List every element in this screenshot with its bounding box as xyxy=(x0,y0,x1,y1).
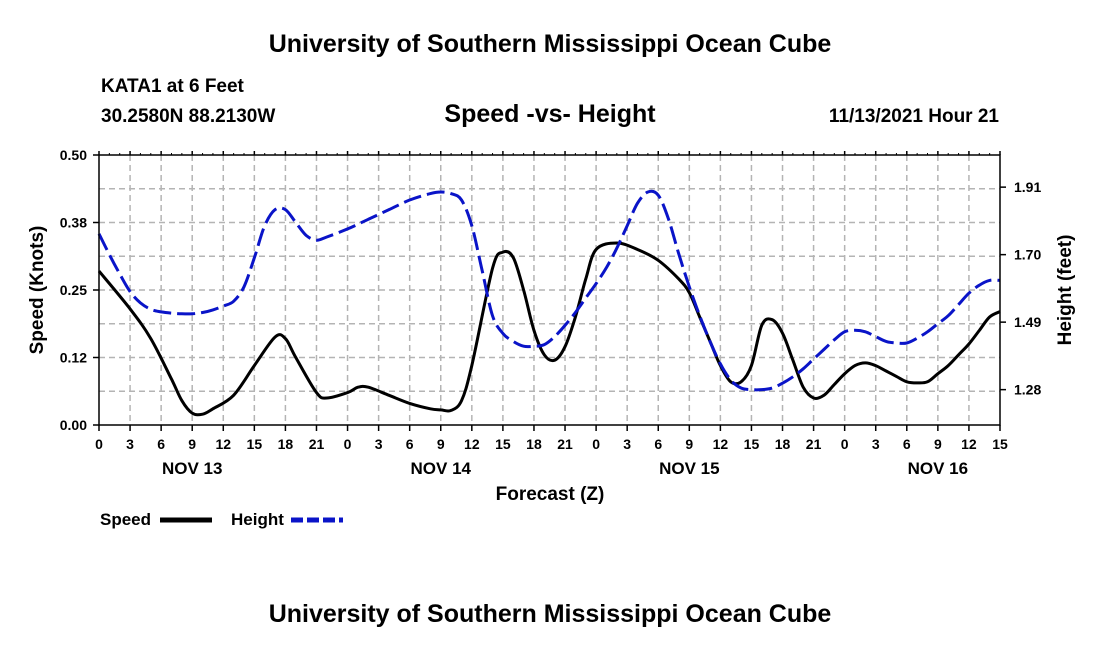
day-label: NOV 15 xyxy=(659,459,719,478)
station-coordinates: 30.2580N 88.2130W xyxy=(101,106,276,127)
x-tick-label: 15 xyxy=(495,436,511,452)
day-label: NOV 13 xyxy=(162,459,222,478)
y-tick-label: 0.12 xyxy=(60,350,87,366)
x-tick-label: 3 xyxy=(623,436,631,452)
speed-series-line xyxy=(97,241,1001,417)
chart-title: Speed -vs- Height xyxy=(444,100,656,128)
x-tick-label: 0 xyxy=(95,436,103,452)
y-tick-label: 0.00 xyxy=(60,417,87,433)
y2-tick-label: 1.91 xyxy=(1014,179,1041,195)
page-title: University of Southern Mississippi Ocean… xyxy=(268,30,832,58)
y-axis-label: Speed (Knots) xyxy=(27,226,48,355)
y-tick-label: 0.38 xyxy=(60,215,87,231)
x-tick-label: 12 xyxy=(464,436,480,452)
y2-tick-label: 1.28 xyxy=(1014,382,1041,398)
legend-speed-label: Speed xyxy=(100,510,152,529)
x-tick-label: 0 xyxy=(841,436,849,452)
x-tick-label: 6 xyxy=(406,436,414,452)
legend-height-label: Height xyxy=(231,510,284,529)
x-tick-label: 3 xyxy=(872,436,880,452)
footer-title: University of Southern Mississippi Ocean… xyxy=(268,600,832,628)
x-tick-label: 9 xyxy=(437,436,445,452)
x-tick-label: 3 xyxy=(375,436,383,452)
x-tick-label: 6 xyxy=(654,436,662,452)
grid xyxy=(99,155,1000,425)
x-tick-label: 12 xyxy=(215,436,231,452)
forecast-datetime: 11/13/2021 Hour 21 xyxy=(828,106,999,127)
day-label: NOV 14 xyxy=(411,459,472,478)
x-tick-label: 21 xyxy=(557,436,573,452)
station-label: KATA1 at 6 Feet xyxy=(101,76,244,97)
y-tick-label: 0.50 xyxy=(60,147,87,163)
x-tick-label: 0 xyxy=(344,436,352,452)
series-layer xyxy=(97,189,1001,417)
x-tick-label: 0 xyxy=(592,436,600,452)
x-tick-label: 12 xyxy=(961,436,977,452)
x-tick-label: 6 xyxy=(903,436,911,452)
x-axis-label: Forecast (Z) xyxy=(496,484,605,505)
y-tick-label: 0.25 xyxy=(60,282,87,298)
x-tick-label: 18 xyxy=(278,436,294,452)
y2-tick-label: 1.49 xyxy=(1014,314,1041,330)
day-label: NOV 16 xyxy=(908,459,968,478)
x-tick-label: 3 xyxy=(126,436,134,452)
y2-axis-label: Height (feet) xyxy=(1055,235,1076,346)
x-tick-label: 9 xyxy=(188,436,196,452)
axis-ticks: 0 3 6 9 12 15 18 21 0 3 6 9 12 15 18 21 0 3 6 9 12 15 18 21 0 3 6 9… xyxy=(60,147,1042,478)
x-tick-label: 18 xyxy=(526,436,542,452)
x-tick-label: 18 xyxy=(775,436,791,452)
x-tick-label: 6 xyxy=(157,436,165,452)
height-series-line xyxy=(97,189,1001,392)
x-tick-label: 12 xyxy=(713,436,729,452)
x-tick-label: 15 xyxy=(992,436,1008,452)
x-tick-label: 21 xyxy=(309,436,325,452)
x-tick-label: 9 xyxy=(685,436,693,452)
x-tick-label: 9 xyxy=(934,436,942,452)
y2-tick-label: 1.70 xyxy=(1014,247,1041,263)
x-tick-label: 21 xyxy=(806,436,822,452)
x-tick-label: 15 xyxy=(744,436,760,452)
x-tick-label: 15 xyxy=(247,436,263,452)
